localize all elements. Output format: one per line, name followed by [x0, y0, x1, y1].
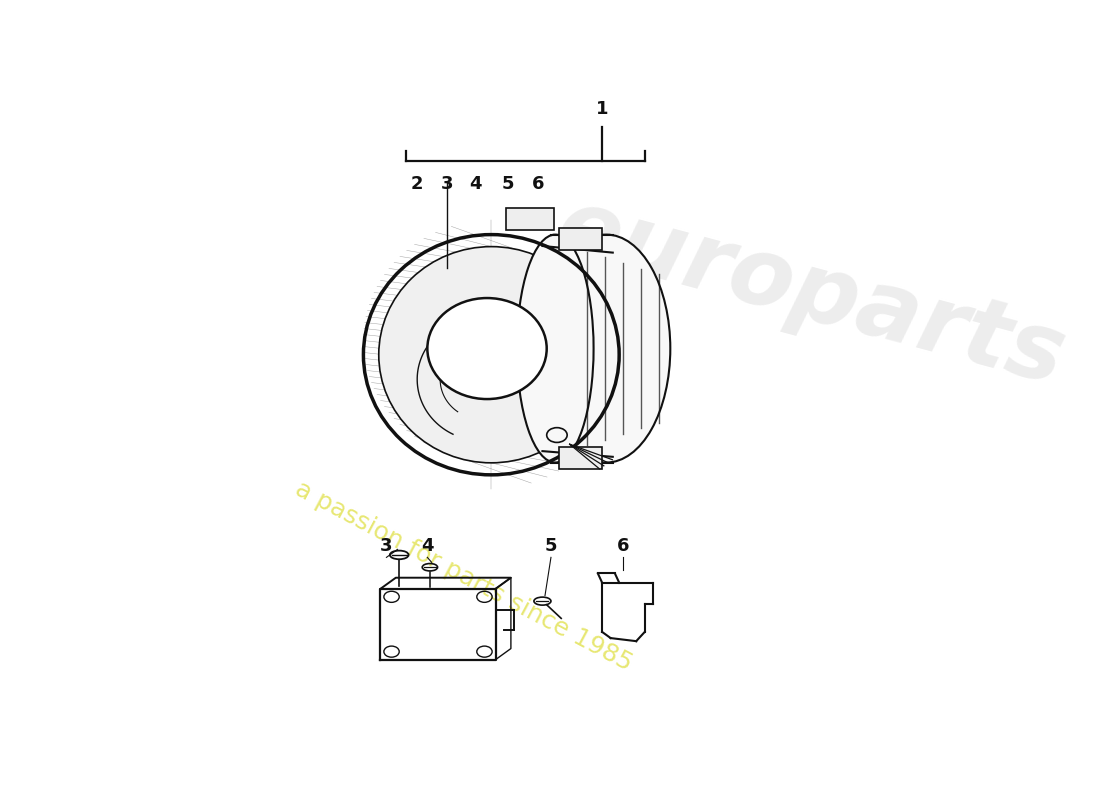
Text: 3: 3 — [441, 175, 453, 193]
FancyBboxPatch shape — [506, 208, 553, 230]
Text: 3: 3 — [381, 537, 393, 555]
Ellipse shape — [542, 234, 670, 462]
Ellipse shape — [378, 246, 604, 463]
Text: a passion for parts since 1985: a passion for parts since 1985 — [290, 477, 636, 676]
Ellipse shape — [427, 298, 547, 399]
Ellipse shape — [517, 234, 594, 462]
Text: 5: 5 — [544, 537, 558, 555]
Text: 4: 4 — [421, 537, 433, 555]
Text: 1: 1 — [596, 99, 608, 118]
Text: 4: 4 — [469, 175, 482, 193]
Text: 6: 6 — [617, 537, 629, 555]
Text: 2: 2 — [411, 175, 424, 193]
FancyBboxPatch shape — [560, 447, 602, 470]
FancyBboxPatch shape — [560, 228, 602, 250]
Text: europarts: europarts — [547, 181, 1075, 405]
Text: 5: 5 — [502, 175, 514, 193]
Text: 6: 6 — [532, 175, 544, 193]
